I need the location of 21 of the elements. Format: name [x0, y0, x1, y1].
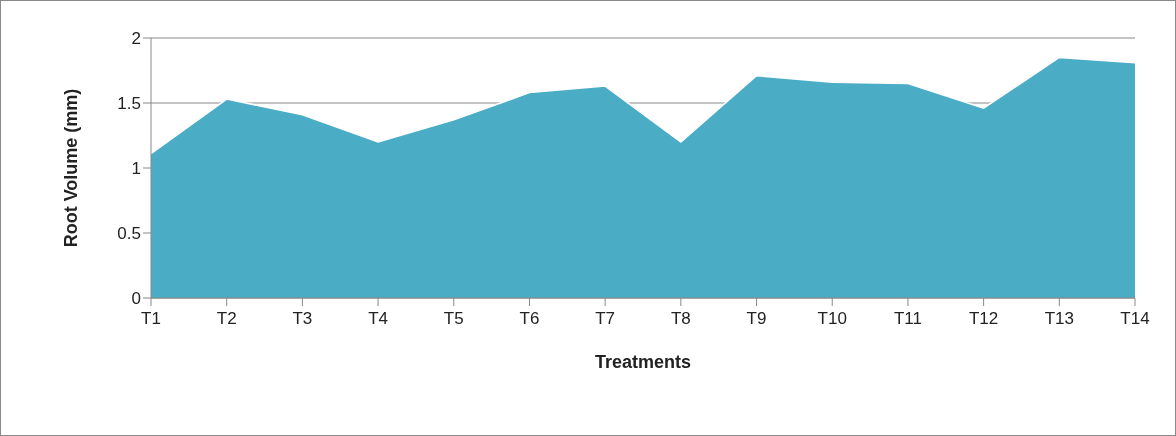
- x-axis-title: Treatments: [594, 352, 692, 372]
- x-tick-label: T4: [368, 309, 388, 329]
- x-tick-label: T10: [817, 309, 847, 329]
- x-tick-label: T2: [216, 309, 237, 329]
- x-tick-label: T6: [519, 309, 540, 329]
- y-tick-label: 1: [131, 159, 141, 179]
- y-axis-title: Root Volume (mm): [61, 88, 82, 248]
- x-tick-label: T11: [893, 309, 922, 329]
- x-tick-label: T8: [670, 309, 691, 329]
- x-tick-label: T3: [292, 309, 313, 329]
- y-tick-label: 0: [131, 289, 141, 309]
- y-tick-label: 2: [131, 29, 141, 49]
- x-tick-label: T14: [1120, 309, 1150, 329]
- x-tick-label: T9: [746, 309, 767, 329]
- x-tick-label: T12: [968, 309, 999, 329]
- y-tick-label: 1.5: [117, 94, 141, 114]
- x-tick-label: T5: [443, 309, 464, 329]
- x-tick-label: T13: [1044, 309, 1074, 329]
- x-tick-label: T7: [595, 309, 616, 329]
- y-tick-label: 0.5: [117, 224, 141, 244]
- x-tick-label: T1: [141, 309, 161, 329]
